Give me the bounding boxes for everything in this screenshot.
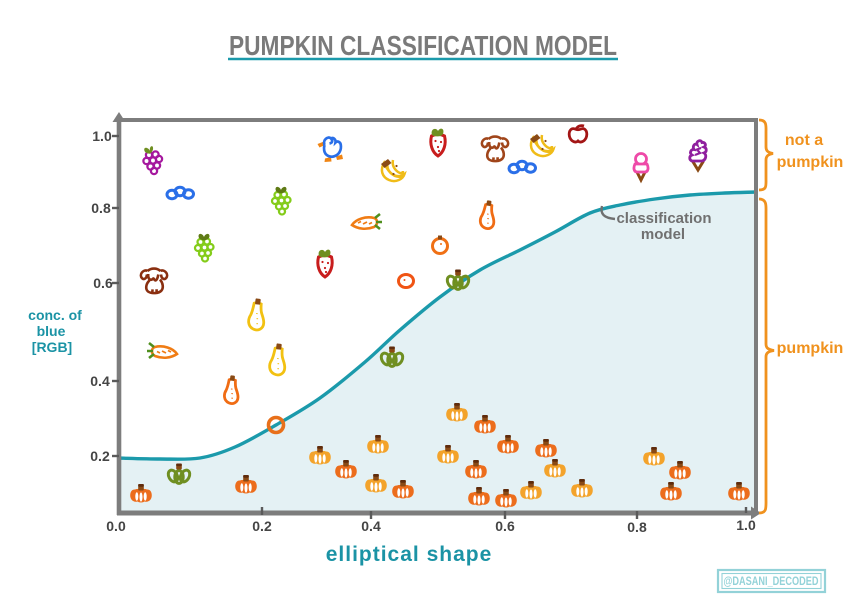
svg-text:1.0: 1.0 — [92, 128, 112, 144]
svg-text:0.8: 0.8 — [627, 519, 647, 535]
svg-text:[RGB]: [RGB] — [32, 339, 72, 355]
svg-text:@DASANI_DECODED: @DASANI_DECODED — [724, 574, 819, 588]
svg-text:0.2: 0.2 — [90, 448, 110, 464]
svg-text:elliptical shape: elliptical shape — [326, 543, 493, 566]
svg-text:not a: not a — [785, 132, 823, 149]
svg-text:0.2: 0.2 — [252, 518, 272, 534]
svg-text:0.8: 0.8 — [91, 200, 111, 216]
svg-text:model: model — [641, 226, 685, 243]
svg-text:blue: blue — [37, 323, 66, 339]
svg-text:0.4: 0.4 — [90, 373, 110, 389]
svg-text:1.0: 1.0 — [736, 517, 756, 533]
svg-text:0.0: 0.0 — [106, 518, 126, 534]
svg-text:PUMPKIN CLASSIFICATION MODEL: PUMPKIN CLASSIFICATION MODEL — [229, 30, 617, 61]
svg-text:0.6: 0.6 — [93, 275, 113, 291]
svg-text:pumpkin: pumpkin — [777, 340, 844, 357]
svg-text:classification: classification — [616, 210, 711, 227]
svg-text:0.6: 0.6 — [495, 518, 515, 534]
svg-text:conc. of: conc. of — [28, 307, 82, 323]
svg-text:0.4: 0.4 — [361, 518, 381, 534]
svg-text:pumpkin: pumpkin — [777, 154, 844, 171]
